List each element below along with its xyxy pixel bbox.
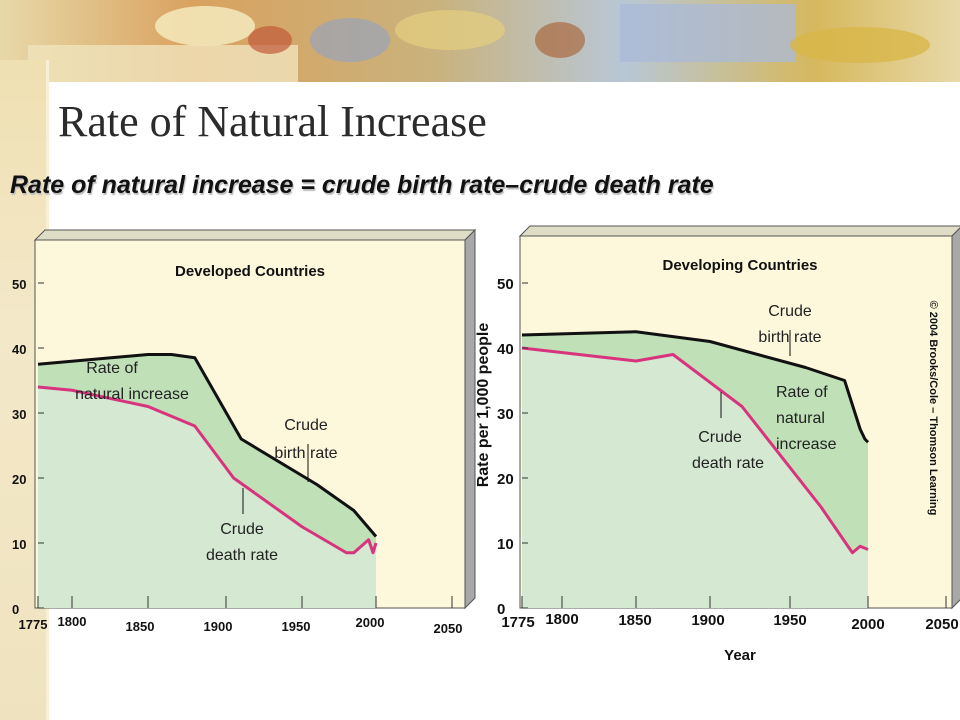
- y-tick-label: 20: [497, 471, 514, 488]
- y-tick-label: 40: [12, 342, 26, 357]
- x-tick-label: 1850: [126, 619, 155, 634]
- annotation-label: Rate of: [86, 360, 138, 377]
- decorative-leaf-banner: [0, 0, 960, 82]
- crude-birth-rate-line: [37, 353, 378, 538]
- panel-side-face: [951, 227, 960, 610]
- annotation-label: Rate of: [776, 384, 828, 401]
- annotation-label: natural: [776, 410, 825, 427]
- annotation-label: birth rate: [274, 445, 337, 462]
- slide-subtitle: Rate of natural increase = crude birth r…: [10, 171, 714, 199]
- slide-title: Rate of Natural Increase: [58, 97, 487, 146]
- x-tick-label: 1900: [691, 612, 724, 629]
- annotation-label: Crude: [768, 303, 812, 320]
- x-tick-label: 1950: [773, 612, 806, 629]
- below-death-rate-area: [38, 387, 376, 608]
- annotation-label: death rate: [206, 547, 278, 564]
- annotation-label: Crude: [220, 521, 264, 538]
- crude-death-rate-line: [37, 385, 378, 555]
- y-tick-label: 30: [497, 406, 514, 423]
- panel-side-face: [464, 228, 476, 610]
- chart-title: Developed Countries: [175, 263, 325, 280]
- panel-top-face: [518, 225, 960, 237]
- x-tick-label: 1850: [618, 612, 651, 629]
- crude-birth-rate-line: [521, 330, 870, 444]
- x-tick-label: 1800: [545, 611, 578, 628]
- x-tick-label: 1775: [19, 617, 48, 632]
- y-axis-title: Rate per 1,000 people: [475, 323, 492, 488]
- y-tick-label: 50: [497, 276, 514, 293]
- x-tick-label: 2050: [925, 616, 958, 633]
- annotation-label: Crude: [698, 429, 742, 446]
- below-death-rate-area: [522, 348, 868, 608]
- x-tick-label: 2000: [356, 615, 385, 630]
- x-tick-label: 1900: [204, 619, 233, 634]
- x-tick-label: 1800: [58, 614, 87, 629]
- developing-countries-chart: 0 10 20 30 40 50 1775 1800 1850 1900 1950 2000 2050 D…: [475, 225, 960, 664]
- y-tick-label: 10: [497, 536, 514, 553]
- y-tick-label: 30: [12, 407, 26, 422]
- x-tick-label: 2000: [851, 616, 884, 633]
- y-tick-label: 50: [12, 277, 26, 292]
- y-tick-label: 20: [12, 472, 26, 487]
- crude-death-rate-line: [521, 346, 869, 555]
- annotation-label: Crude: [284, 417, 328, 434]
- y-tick-label: 40: [497, 341, 514, 358]
- x-axis-title: Year: [724, 647, 756, 664]
- annotation-label: increase: [776, 436, 837, 453]
- x-tick-label: 1775: [501, 614, 534, 631]
- annotation-label: death rate: [692, 455, 764, 472]
- x-tick-label: 1950: [282, 619, 311, 634]
- copyright-notice: © 2004 Brooks/Cole – Thomson Learning: [927, 301, 939, 516]
- panel-top-face: [33, 229, 477, 241]
- developed-countries-chart: 0 10 20 30 40 50 1775 1800 1850 1900 1950 2000 2050 D…: [12, 228, 477, 636]
- y-tick-label: 0: [12, 602, 19, 617]
- annotation-label: natural increase: [75, 386, 189, 403]
- chart-title: Developing Countries: [662, 257, 817, 274]
- annotation-label: birth rate: [758, 329, 821, 346]
- x-tick-label: 2050: [434, 621, 463, 636]
- y-tick-label: 0: [497, 601, 505, 618]
- y-tick-label: 10: [12, 537, 26, 552]
